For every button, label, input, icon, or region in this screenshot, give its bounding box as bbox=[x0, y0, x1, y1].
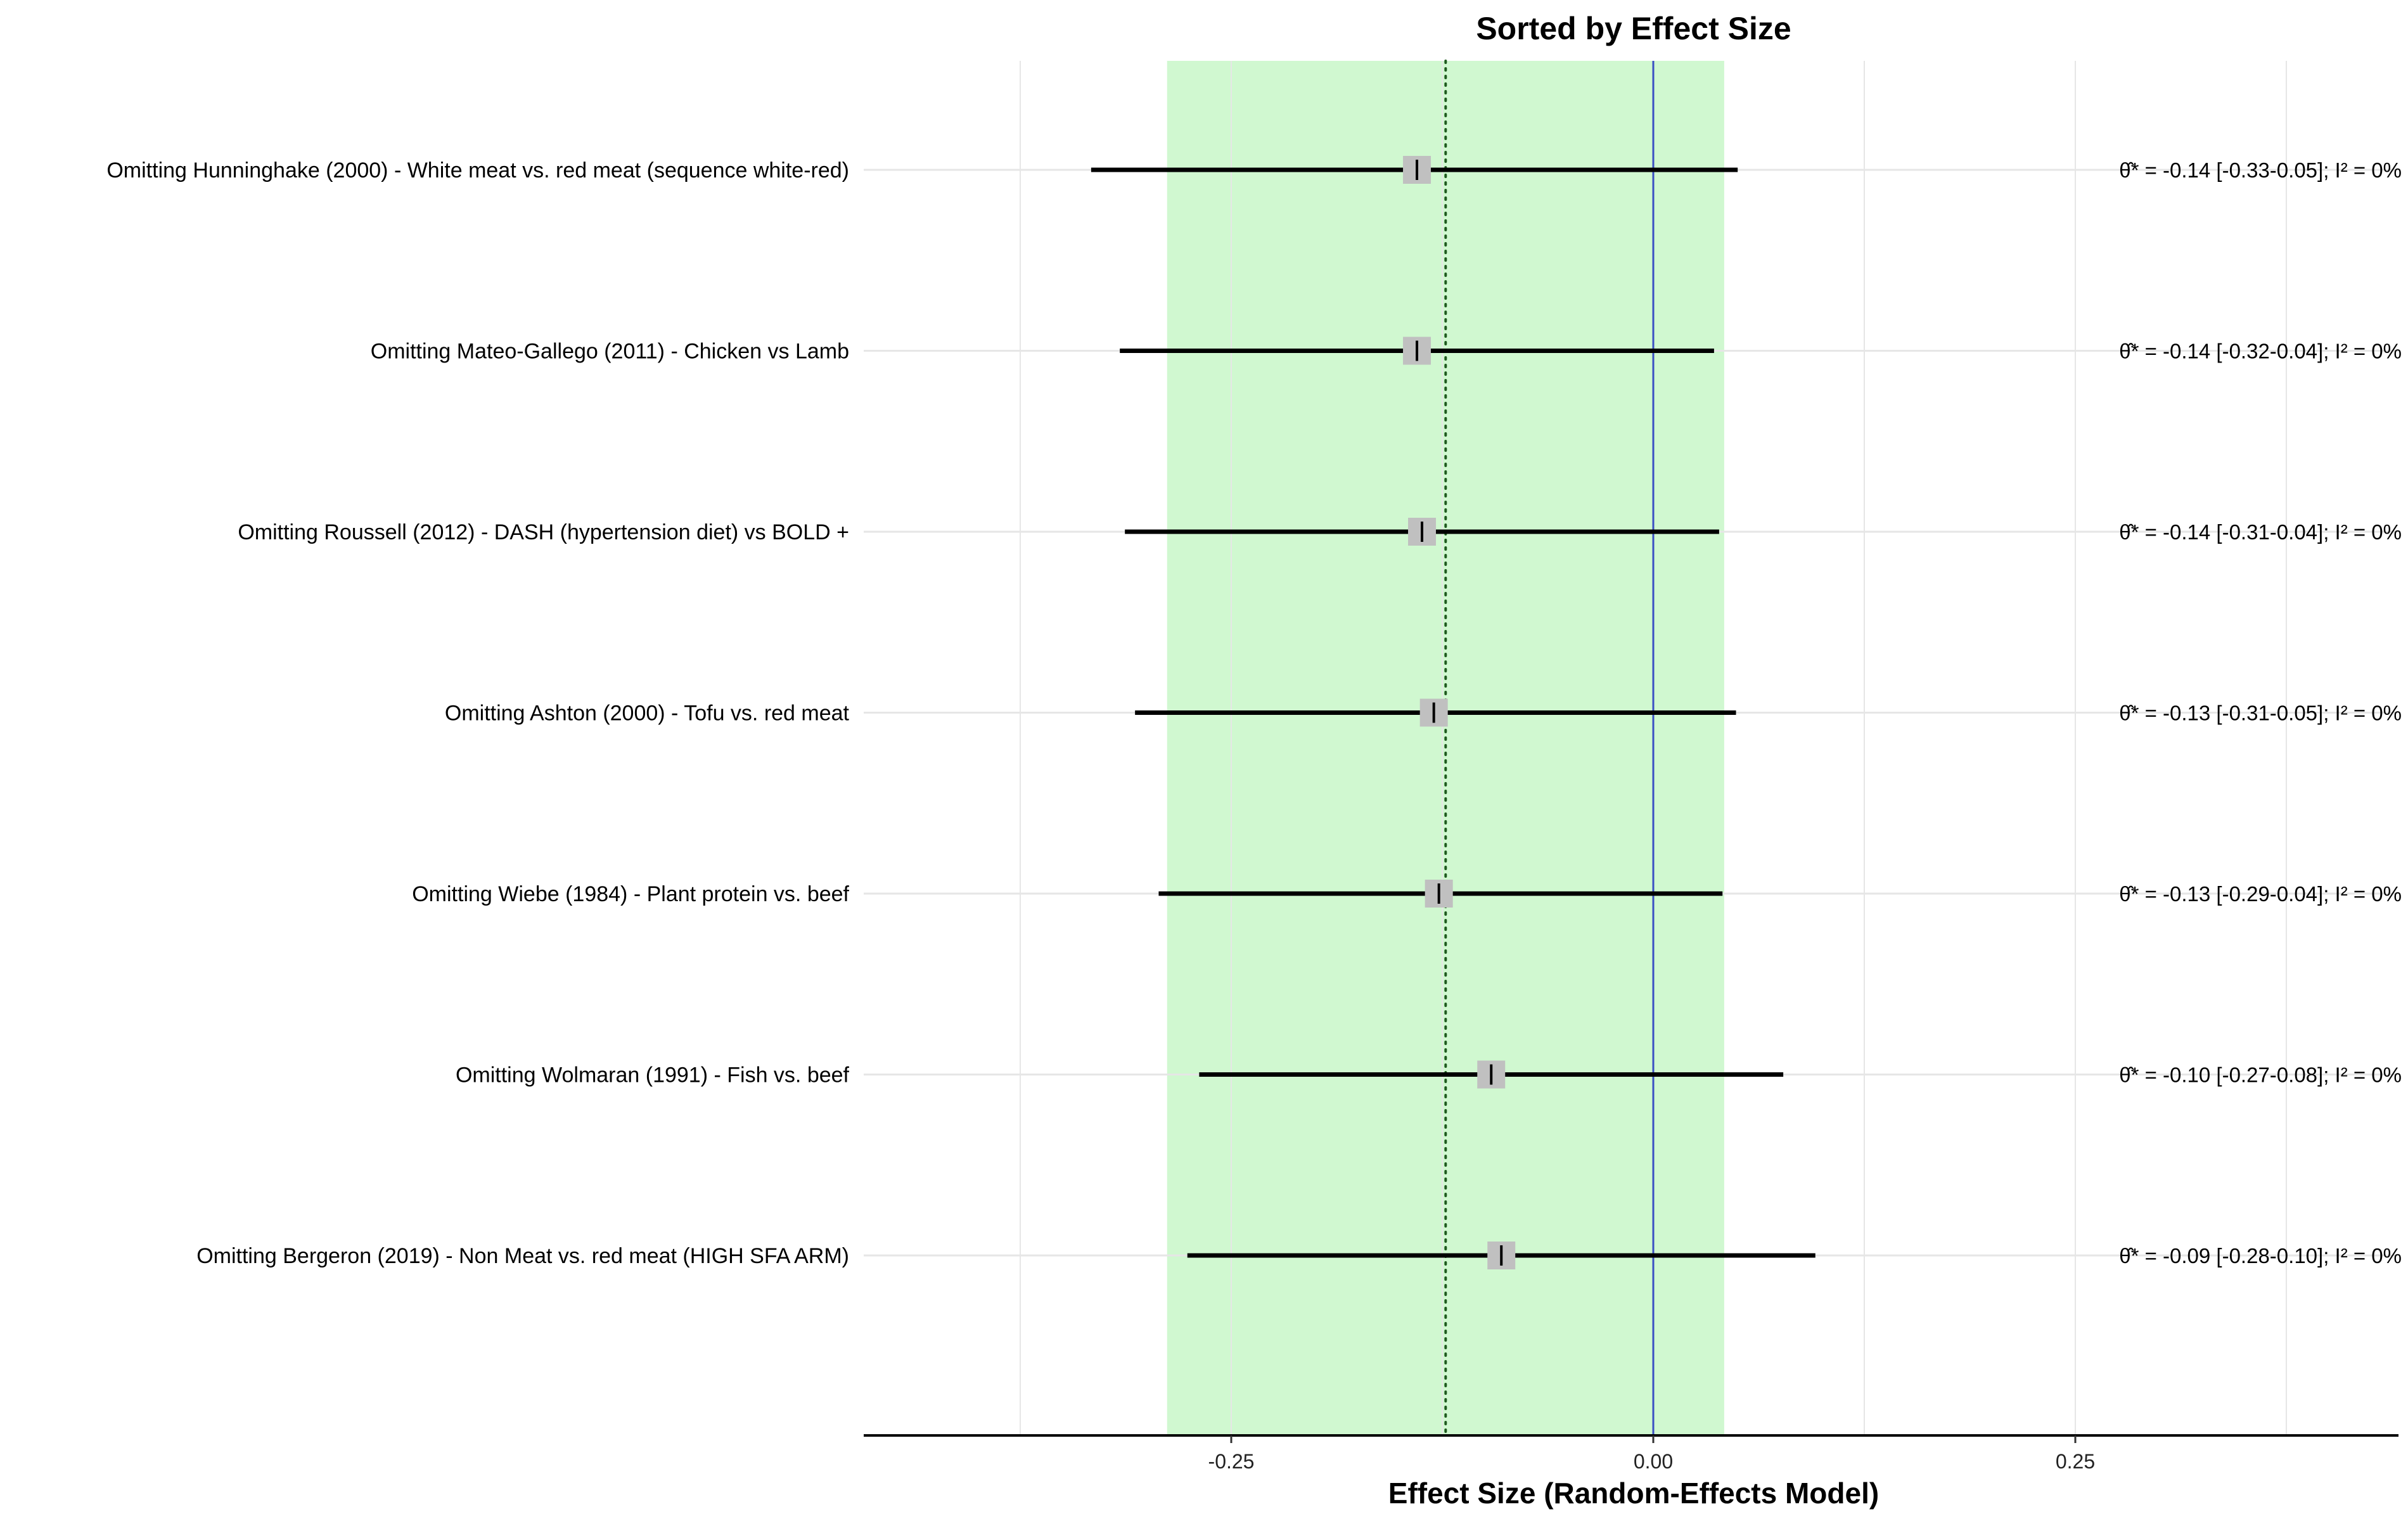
x-tick-label: 0.00 bbox=[1634, 1450, 1673, 1473]
row-annotation: θ̂* = -0.09 [-0.28-0.10]; I² = 0% bbox=[2119, 1244, 2402, 1268]
row-label: Omitting Hunninghake (2000) - White meat… bbox=[106, 158, 849, 183]
forest-row: Omitting Wolmaran (1991) - Fish vs. beef… bbox=[456, 1060, 2402, 1089]
row-label: Omitting Roussell (2012) - DASH (hyperte… bbox=[238, 520, 849, 544]
x-axis: -0.25 0.00 0.25 bbox=[864, 1434, 2398, 1473]
row-annotation: θ̂* = -0.14 [-0.31-0.04]; I² = 0% bbox=[2119, 520, 2402, 544]
forest-row: Omitting Bergeron (2019) - Non Meat vs. … bbox=[196, 1242, 2402, 1269]
row-label: Omitting Ashton (2000) - Tofu vs. red me… bbox=[445, 702, 850, 726]
forest-row: Omitting Ashton (2000) - Tofu vs. red me… bbox=[445, 698, 2402, 727]
forest-row: Omitting Mateo-Gallego (2011) - Chicken … bbox=[371, 337, 2402, 365]
x-tick-label: 0.25 bbox=[2056, 1450, 2095, 1473]
forest-row: Omitting Roussell (2012) - DASH (hyperte… bbox=[238, 518, 2402, 546]
row-label: Omitting Mateo-Gallego (2011) - Chicken … bbox=[371, 340, 849, 364]
forest-row: Omitting Wiebe (1984) - Plant protein vs… bbox=[412, 880, 2402, 908]
x-axis-label: Effect Size (Random-Effects Model) bbox=[1388, 1477, 1879, 1510]
row-annotation: θ̂* = -0.14 [-0.32-0.04]; I² = 0% bbox=[2119, 340, 2402, 363]
x-tick-label: -0.25 bbox=[1208, 1450, 1255, 1473]
row-label: Omitting Wolmaran (1991) - Fish vs. beef bbox=[456, 1063, 850, 1088]
rows-layer: Omitting Hunninghake (2000) - White meat… bbox=[106, 156, 2402, 1269]
row-label: Omitting Bergeron (2019) - Non Meat vs. … bbox=[196, 1244, 849, 1268]
chart-title: Sorted by Effect Size bbox=[1476, 11, 1791, 46]
row-annotation: θ̂* = -0.14 [-0.33-0.05]; I² = 0% bbox=[2119, 158, 2402, 182]
forest-row: Omitting Hunninghake (2000) - White meat… bbox=[106, 156, 2402, 184]
row-annotation: θ̂* = -0.13 [-0.31-0.05]; I² = 0% bbox=[2119, 702, 2402, 725]
row-annotation: θ̂* = -0.13 [-0.29-0.04]; I² = 0% bbox=[2119, 882, 2402, 906]
reference-lines-layer bbox=[1444, 60, 1655, 1437]
row-label: Omitting Wiebe (1984) - Plant protein vs… bbox=[412, 882, 849, 906]
row-annotation: θ̂* = -0.10 [-0.27-0.08]; I² = 0% bbox=[2119, 1063, 2402, 1087]
